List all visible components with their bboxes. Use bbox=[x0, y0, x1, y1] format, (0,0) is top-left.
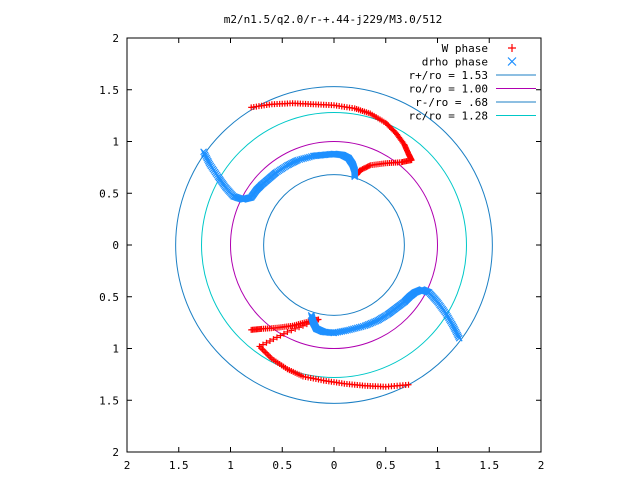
point-1-1 bbox=[361, 322, 369, 330]
point-1-0 bbox=[298, 155, 306, 163]
point-0-1 bbox=[296, 324, 303, 331]
point-0-1 bbox=[303, 321, 310, 328]
x-tick-label: 1.5 bbox=[479, 459, 499, 472]
point-1-0 bbox=[304, 154, 311, 161]
y-tick-label: 1.5 bbox=[99, 394, 119, 407]
point-0-1 bbox=[288, 327, 295, 334]
y-tick-label: 2 bbox=[112, 446, 119, 459]
point-1-1 bbox=[349, 325, 357, 333]
x-tick-label: 1 bbox=[227, 459, 234, 472]
legend-swatch bbox=[508, 44, 516, 52]
y-tick-label: 1 bbox=[112, 136, 119, 149]
axis-ticks: 2 1.5 1 0.5 0 0.5 1 1.5 221.510.500.511.52 bbox=[99, 32, 544, 472]
x-tick-label: 0.5 bbox=[272, 459, 292, 472]
point-1-1 bbox=[357, 323, 365, 331]
legend-label: r-/ro = .68 bbox=[415, 96, 488, 109]
phase-points bbox=[200, 100, 463, 390]
legend-swatch bbox=[507, 57, 517, 66]
chart-title: m2/n1.5/q2.0/r-+.44-j229/M3.0/512 bbox=[224, 13, 443, 26]
y-tick-label: 1 bbox=[112, 343, 119, 356]
y-tick-label: 0 bbox=[112, 239, 119, 252]
legend-label: ro/ro = 1.00 bbox=[409, 83, 488, 96]
point-0-1 bbox=[277, 332, 284, 339]
x-tick-label: 0 bbox=[331, 459, 338, 472]
circle-0 bbox=[175, 86, 493, 404]
point-1-0 bbox=[302, 154, 309, 162]
circle-1 bbox=[230, 141, 438, 349]
y-tick-label: 0.5 bbox=[99, 291, 119, 304]
point-1-0 bbox=[296, 156, 304, 164]
y-tick-label: 1.5 bbox=[99, 84, 119, 97]
legend-label: r+/ro = 1.53 bbox=[409, 69, 488, 82]
point-1-1 bbox=[307, 311, 315, 319]
point-1-1 bbox=[353, 324, 361, 332]
point-0-1 bbox=[405, 381, 412, 388]
point-1-0 bbox=[294, 156, 302, 164]
y-tick-label: 0.5 bbox=[99, 187, 119, 200]
point-1-1 bbox=[355, 323, 363, 331]
x-tick-label: 1 bbox=[434, 459, 441, 472]
point-0-1 bbox=[292, 325, 299, 332]
point-0-1 bbox=[266, 337, 273, 344]
circle-2 bbox=[263, 174, 405, 316]
legend-label: drho phase bbox=[422, 56, 488, 69]
x-tick-label: 2 bbox=[124, 459, 131, 472]
x-tick-label: 1.5 bbox=[169, 459, 189, 472]
x-tick-label: 2 bbox=[538, 459, 545, 472]
y-tick-label: 2 bbox=[112, 32, 119, 45]
point-0-1 bbox=[270, 336, 277, 343]
point-0-1 bbox=[315, 316, 322, 323]
circle-3 bbox=[201, 112, 467, 378]
point-1-0 bbox=[305, 153, 313, 161]
legend-label: rc/ro = 1.28 bbox=[409, 110, 488, 123]
point-1-1 bbox=[359, 322, 367, 330]
point-0-1 bbox=[284, 328, 291, 335]
point-0-1 bbox=[299, 322, 306, 329]
point-0-1 bbox=[280, 330, 287, 337]
reference-circles bbox=[175, 86, 493, 404]
legend-label: W phase bbox=[442, 42, 488, 55]
point-0-1 bbox=[273, 334, 280, 341]
point-0-1 bbox=[263, 339, 270, 346]
point-1-0 bbox=[351, 173, 359, 181]
point-1-1 bbox=[351, 324, 359, 332]
point-1-0 bbox=[300, 155, 308, 163]
x-tick-label: 0.5 bbox=[376, 459, 396, 472]
